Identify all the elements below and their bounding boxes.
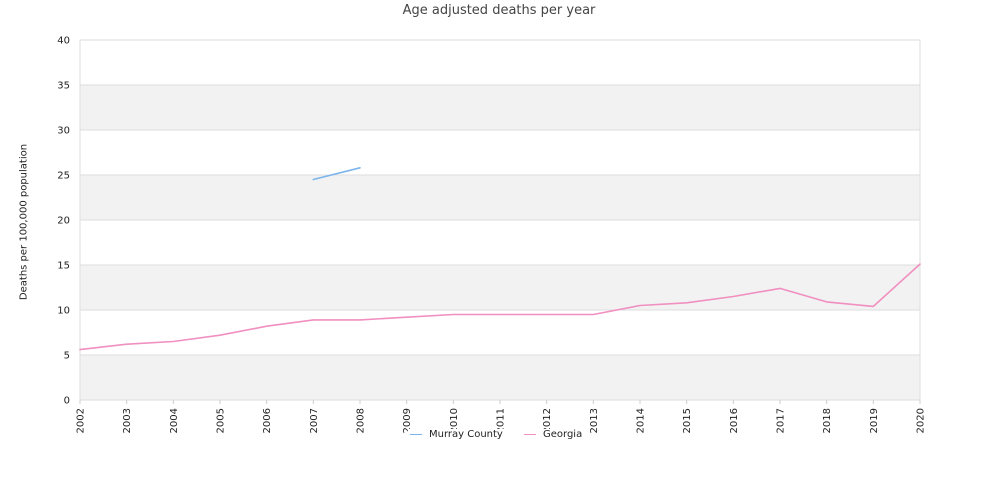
y-tick-label: 10 — [57, 306, 70, 317]
y-tick-label: 25 — [57, 171, 70, 182]
series-line-murray-county[interactable] — [312, 167, 361, 181]
legend-swatch-georgia — [524, 434, 536, 435]
x-tick-label: 2015 — [682, 408, 693, 433]
y-tick-label: 15 — [57, 261, 70, 272]
plot-band — [80, 40, 920, 85]
x-tick-label: 2012 — [542, 408, 553, 433]
plot-band — [80, 175, 920, 220]
legend-label-murray-county: Murray County — [429, 429, 503, 440]
x-tick-label: 2005 — [216, 408, 227, 433]
x-tick-label: 2013 — [589, 408, 600, 433]
plot-band — [80, 85, 920, 130]
x-tick-label: 2019 — [869, 408, 880, 433]
x-tick-label: 2011 — [496, 408, 507, 433]
y-tick-label: 0 — [64, 396, 70, 407]
x-tick-label: 2004 — [169, 408, 180, 433]
y-tick-label: 35 — [57, 81, 70, 92]
plot-background-bands — [80, 40, 920, 400]
x-tick-label: 2006 — [262, 408, 273, 433]
legend-label-georgia: Georgia — [543, 429, 583, 440]
x-tick-label: 2009 — [402, 408, 413, 433]
legend-item-georgia[interactable]: Georgia — [522, 429, 585, 440]
x-tick-label: 2014 — [636, 408, 647, 433]
y-axis-tick-labels: 0 5 10 15 20 25 30 35 40 — [57, 36, 70, 407]
y-tick-label: 30 — [57, 126, 70, 137]
legend: Murray County Georgia — [0, 429, 1000, 443]
plot-band — [80, 355, 920, 400]
y-tick-label: 20 — [57, 216, 70, 227]
x-tick-label: 2002 — [76, 408, 87, 433]
x-axis-tick-labels: 2002 2003 2004 2005 2006 2007 2008 2009 2010 2011… — [76, 400, 927, 433]
x-tick-label: 2008 — [356, 408, 367, 433]
x-tick-label: 2007 — [309, 408, 320, 433]
y-tick-label: 5 — [64, 351, 70, 362]
x-tick-label: 2018 — [822, 408, 833, 433]
plot-band — [80, 220, 920, 265]
chart-title: Age adjusted deaths per year — [402, 3, 596, 18]
plot-band — [80, 310, 920, 355]
x-tick-label: 2016 — [729, 408, 740, 433]
plot-band — [80, 265, 920, 310]
legend-swatch-murray-county — [410, 434, 422, 435]
y-tick-label: 40 — [57, 36, 70, 47]
series-lines — [79, 167, 921, 351]
x-tick-label: 2003 — [122, 408, 133, 433]
series-line-georgia[interactable] — [79, 263, 921, 351]
legend-item-murray-county[interactable]: Murray County — [408, 429, 505, 440]
x-tick-label: 2020 — [916, 408, 927, 433]
plot-band — [80, 130, 920, 175]
x-tick-label: 2010 — [449, 408, 460, 433]
x-tick-label: 2017 — [776, 408, 787, 433]
y-axis-label: Deaths per 100,000 population — [18, 143, 30, 301]
